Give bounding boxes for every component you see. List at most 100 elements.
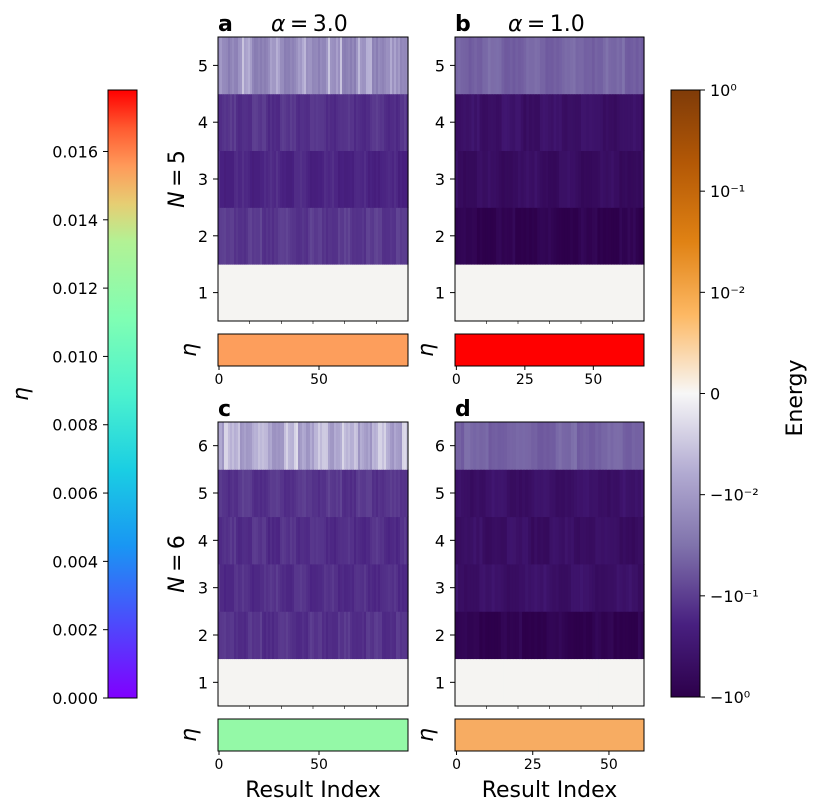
heatmap-cell [356, 564, 359, 612]
heatmap-cell [350, 422, 353, 470]
heatmap-cell [294, 93, 297, 151]
heatmap-cell [404, 422, 407, 470]
heatmap-cell [238, 93, 241, 151]
heatmap-cell [388, 207, 391, 265]
heatmap-cell [290, 658, 293, 707]
heatmap-cell [494, 469, 499, 518]
heatmap-cell [274, 150, 277, 208]
heatmap-cell [374, 37, 377, 95]
heatmap-cell [491, 658, 496, 707]
heatmap-cell [622, 611, 627, 660]
heatmap-cell [394, 150, 397, 208]
heatmap-cell [296, 207, 299, 265]
heatmap-cell [567, 264, 571, 322]
level-tick-label: 1 [435, 673, 445, 692]
heatmap-cell [601, 516, 605, 565]
heatmap-cell [252, 93, 255, 151]
heatmap-cell [482, 207, 486, 265]
heatmap-cell [485, 611, 490, 660]
heatmap-cell [392, 564, 395, 612]
heatmap-cell [326, 422, 329, 470]
heatmap-cell [404, 37, 407, 95]
heatmap-cell [607, 658, 612, 707]
heatmap-cell [322, 516, 325, 565]
heatmap-cell [479, 37, 483, 95]
heatmap-cell [640, 469, 645, 518]
heatmap-cell [270, 658, 273, 707]
heatmap-cell [404, 264, 407, 322]
heatmap-cell [268, 564, 271, 612]
heatmap-cell [386, 564, 389, 612]
heatmap-cell [589, 469, 593, 518]
heatmap-cell [292, 611, 295, 660]
heatmap-cell [348, 422, 351, 470]
heatmap-cell [352, 422, 355, 470]
heatmap-cell [455, 564, 459, 612]
heatmap-cell [268, 469, 271, 518]
heatmap-cell [550, 93, 555, 151]
heatmap-cell [518, 93, 522, 151]
heatmap-cell [350, 564, 353, 612]
heatmap-cell [322, 564, 325, 612]
heatmap-cell [637, 611, 642, 660]
row-label: N = 6 [165, 535, 190, 593]
heatmap-cell [504, 93, 508, 151]
heatmap-cell [487, 207, 492, 265]
heatmap-cell [616, 658, 621, 707]
heatmap-cell [222, 611, 225, 660]
heatmap-cell [254, 93, 257, 151]
heatmap-cell [364, 516, 367, 565]
heatmap-cell [306, 37, 309, 95]
heatmap-cell [240, 37, 243, 95]
heatmap-cell [627, 150, 631, 208]
heatmap-cell [479, 150, 483, 208]
heatmap-cell [455, 207, 459, 265]
heatmap-cell [598, 564, 602, 612]
heatmap-cell [360, 37, 363, 95]
heatmap-cell [266, 93, 269, 151]
heatmap-cell [338, 611, 341, 660]
heatmap-cell [543, 422, 548, 470]
heatmap-cell [296, 469, 299, 518]
heatmap-cell [298, 207, 301, 265]
heatmap-cell [238, 658, 241, 707]
heatmap-cell [400, 264, 403, 322]
heatmap-cell [368, 564, 371, 612]
heatmap-cell [534, 564, 538, 612]
heatmap-cell [316, 150, 319, 208]
heatmap-cell [342, 37, 345, 95]
heatmap-cell [322, 264, 325, 322]
heatmap-cell [540, 658, 545, 707]
heatmap-cell [244, 93, 247, 151]
heatmap-cell [292, 658, 295, 707]
heatmap-cell [394, 611, 397, 660]
heatmap-cell [242, 37, 245, 95]
heatmap-cell [406, 658, 409, 707]
heatmap-cell [396, 150, 399, 208]
heatmap-cell [633, 264, 637, 322]
heatmap-cell [622, 93, 626, 151]
heatmap-cell [218, 207, 221, 265]
heatmap-cell [322, 37, 325, 95]
heatmap-cell [476, 564, 480, 612]
heatmap-cell [356, 264, 359, 322]
heatmap-cell [280, 150, 283, 208]
heatmap-cell [384, 37, 387, 95]
heatmap-cell [573, 422, 578, 470]
heatmap-cell [248, 207, 251, 265]
heatmap-cell [320, 469, 323, 518]
heatmap-cell [465, 207, 470, 265]
heatmap-cell [519, 658, 523, 707]
heatmap-cell [218, 516, 221, 565]
heatmap-cell [294, 422, 297, 470]
heatmap-cell [254, 264, 257, 322]
heatmap-cell [278, 264, 281, 322]
heatmap-cell [306, 422, 309, 470]
heatmap-cell [378, 150, 381, 208]
heatmap-cell [292, 264, 295, 322]
heatmap-cell [326, 469, 329, 518]
level-tick-label: 2 [435, 227, 445, 246]
heatmap-cell [294, 150, 297, 208]
heatmap-cell [236, 37, 239, 95]
